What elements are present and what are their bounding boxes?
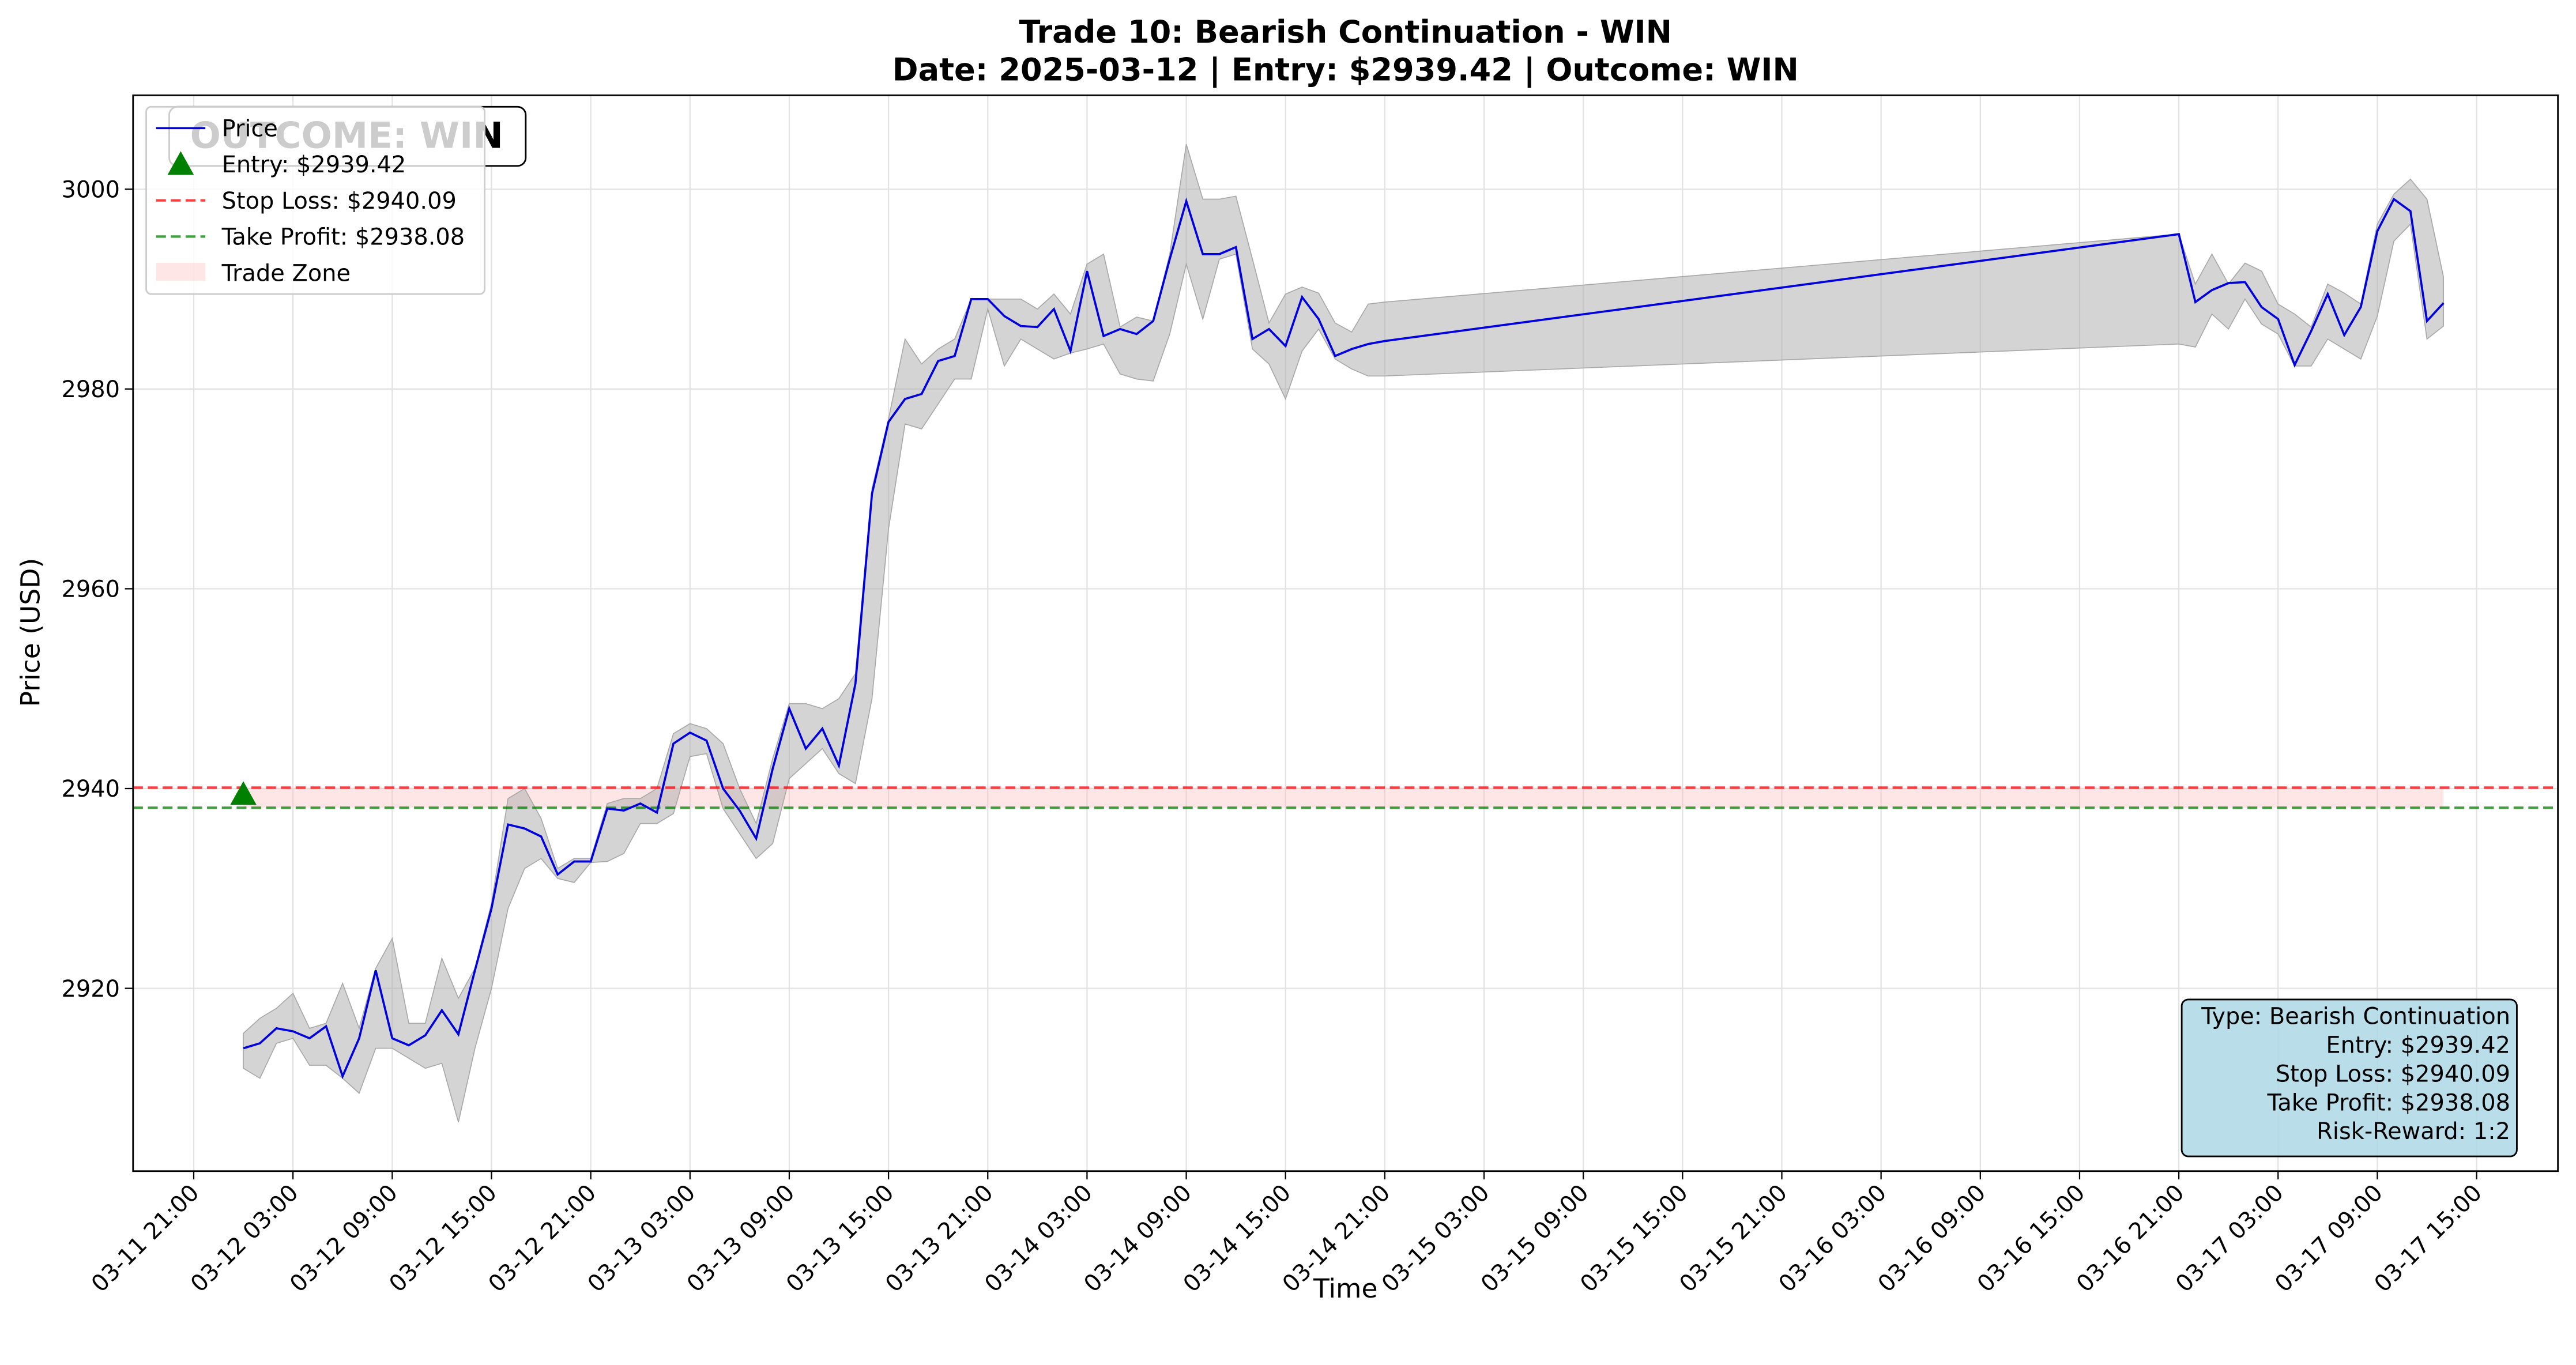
y-tick-label: 2940 (62, 776, 120, 802)
entry-marker (230, 781, 257, 805)
x-axis-label: Time (1313, 1273, 1378, 1304)
price-range-band (243, 144, 2445, 1123)
legend-frame (145, 105, 486, 295)
y-tick-label: 2960 (62, 576, 120, 603)
legend-label: Stop Loss: $2940.09 (222, 188, 457, 214)
legend-swatch (167, 151, 194, 175)
chart-subtitle: Date: 2025-03-12 | Entry: $2939.42 | Out… (892, 52, 1799, 88)
plot-frame (132, 94, 2559, 1172)
info-line: Entry: $2939.42 (2326, 1032, 2510, 1059)
price-line (243, 197, 2445, 1080)
legend-label: Price (222, 116, 278, 142)
y-tick-label: 3000 (62, 176, 120, 203)
info-line: Type: Bearish Continuation (2201, 1004, 2510, 1030)
trade-zone (243, 787, 2444, 808)
y-axis-label: Price (USD) (15, 558, 46, 707)
info-line: Stop Loss: $2940.09 (2276, 1061, 2510, 1087)
legend-swatch (156, 262, 206, 281)
legend-label: Trade Zone (221, 260, 351, 286)
y-tick-label: 2980 (62, 376, 120, 403)
legend-label: Take Profit: $2938.08 (221, 224, 465, 251)
y-tick-label: 2920 (62, 976, 120, 1002)
info-box (2180, 998, 2518, 1157)
info-line: Take Profit: $2938.08 (2267, 1089, 2510, 1116)
chart-title: Trade 10: Bearish Continuation - WIN (1019, 14, 1672, 50)
legend: Price Entry: $2939.42 Stop Loss: $2940.09 T… (145, 105, 486, 295)
info-line: Risk-Reward: 1:2 (2317, 1118, 2510, 1145)
legend-label: Entry: $2939.42 (222, 152, 406, 178)
